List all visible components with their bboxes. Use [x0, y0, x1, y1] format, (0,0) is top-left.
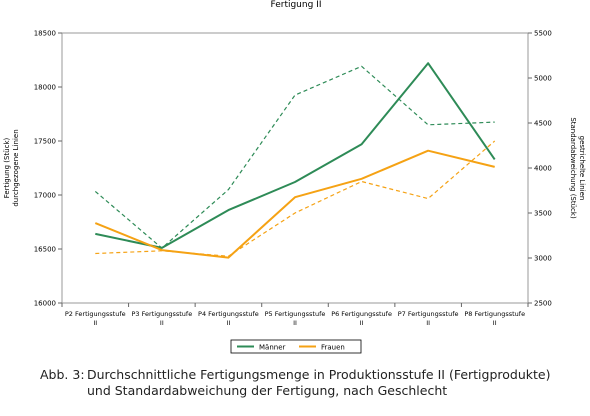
- x-tick-label: P3 Fertigungsstufe: [131, 310, 192, 318]
- left-tick-label: 16500: [34, 246, 56, 254]
- x-tick-label: II: [426, 319, 430, 327]
- series-line-1: [94, 149, 495, 259]
- caption-label: Abb. 3:: [40, 367, 85, 382]
- plot-area: [61, 32, 529, 304]
- x-tick-label: P5 Fertigungsstufe: [265, 310, 326, 318]
- left-axis-title-line1: Fertigung (Stück): [3, 137, 11, 198]
- left-tick-label: 16000: [34, 300, 56, 308]
- left-tick-label: 17500: [34, 138, 56, 146]
- series-line-2: [94, 65, 495, 249]
- left-tick-label: 18500: [34, 30, 56, 38]
- right-tick-label: 4500: [534, 120, 552, 128]
- right-tick-label: 2500: [534, 300, 552, 308]
- right-tick-label: 4000: [534, 165, 552, 173]
- x-tick-label: P7 Fertigungsstufe: [398, 310, 459, 318]
- x-tick-label: P8 Fertigungsstufe: [464, 310, 525, 318]
- x-tick-label: II: [293, 319, 297, 327]
- right-tick-label: 3000: [534, 255, 552, 263]
- caption-text: Durchschnittliche Fertigungsmenge in Pro…: [87, 367, 551, 398]
- line-chart: Fertigung II 16000 16500 17000 17500 18000 18…: [3, 0, 586, 354]
- left-axis-title-line2: durchgezogene Linien: [12, 129, 20, 206]
- figure-caption: Abb. 3: Durchschnittliche Fertigungsmeng…: [40, 367, 560, 399]
- left-tick-label: 18000: [34, 84, 56, 92]
- x-tick-label: P2 Fertigungsstufe: [65, 310, 126, 318]
- x-tick-label: P6 Fertigungsstufe: [331, 310, 392, 318]
- chart-title: Fertigung II: [271, 0, 322, 10]
- legend: Männer Frauen: [230, 339, 362, 354]
- x-tick-label: P4 Fertigungsstufe: [198, 310, 259, 318]
- legend-box: [230, 339, 362, 354]
- left-y-axis: 16000 16500 17000 17500 18000 18500: [34, 30, 62, 308]
- right-tick-label: 3500: [534, 210, 552, 218]
- x-tick-label: II: [160, 319, 164, 327]
- legend-label-maenner: Männer: [259, 344, 286, 352]
- right-y-axis: 2500 3000 3500 4000 4500 5000 5500: [528, 30, 552, 308]
- x-tick-label: II: [227, 319, 231, 327]
- x-tick-label: II: [360, 319, 364, 327]
- x-tick-label: II: [493, 319, 497, 327]
- series-layer: [94, 62, 496, 259]
- right-tick-label: 5000: [534, 75, 552, 83]
- right-axis-title-line2: gestrichelte Linien: [578, 136, 586, 201]
- x-tick-label: II: [93, 319, 97, 327]
- legend-label-frauen: Frauen: [321, 344, 345, 352]
- right-axis-title-line1: Standardabweichung (Stück): [569, 117, 577, 219]
- series-line-3: [95, 140, 496, 257]
- left-tick-label: 17000: [34, 192, 56, 200]
- right-tick-label: 5500: [534, 30, 552, 38]
